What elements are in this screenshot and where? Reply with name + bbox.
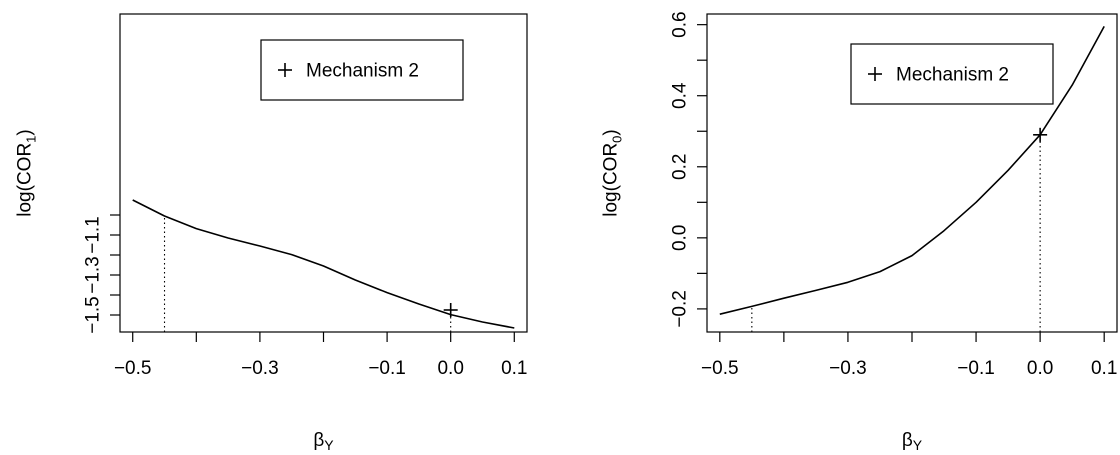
x-tick-label: −0.5 [114,358,152,379]
legend-box [850,43,1054,105]
legend-label: Mechanism 2 [896,65,1009,86]
y-tick-label: 0.4 [670,82,691,109]
y-axis-label: log(COR0) [601,129,625,216]
legend: Mechanism 2 [260,39,464,101]
x-tick-label: −0.3 [241,358,279,379]
x-axis-label: βY [902,430,923,453]
chart-panel-1: −0.5 −0.3 −0.1 0.0 0.1 −1.5−1.3−1.1 Mechanism … [15,13,528,453]
legend-box [260,39,464,101]
y-tick-label: 0.2 [670,154,691,180]
chart-panel-2: −0.5 −0.3 −0.1 0.0 0.1 −0.2 0.0 0.2 0.4 0.6 Mechan… [601,11,1118,453]
x-tick-label: 0.1 [501,358,527,379]
x-tick-label: −0.1 [368,358,406,379]
y-tick-label: −1.5 [83,296,104,334]
legend: Mechanism 2 [850,43,1054,105]
data-point-marker [443,303,458,317]
x-axis-label: βY [313,430,334,453]
x-tick-label: 0.1 [1091,358,1117,379]
series-line [132,199,515,329]
y-tick-label: −1.3 [83,256,104,294]
legend-marker [868,67,882,81]
y-tick-label: −0.2 [670,290,691,328]
y-tick-label: −1.1 [83,216,104,254]
y-axis-label: log(COR1) [15,129,39,216]
x-tick-label: −0.1 [957,358,995,379]
legend-label: Mechanism 2 [306,61,419,82]
legend-marker [278,63,292,77]
y-tick-label: 0.6 [670,11,691,37]
x-tick-label: −0.3 [829,358,867,379]
y-tick-label: 0.0 [670,225,691,251]
data-point-marker [1033,127,1048,142]
x-tick-label: 0.0 [437,358,463,379]
x-tick-label: 0.0 [1027,358,1053,379]
x-tick-label: −0.5 [701,358,739,379]
